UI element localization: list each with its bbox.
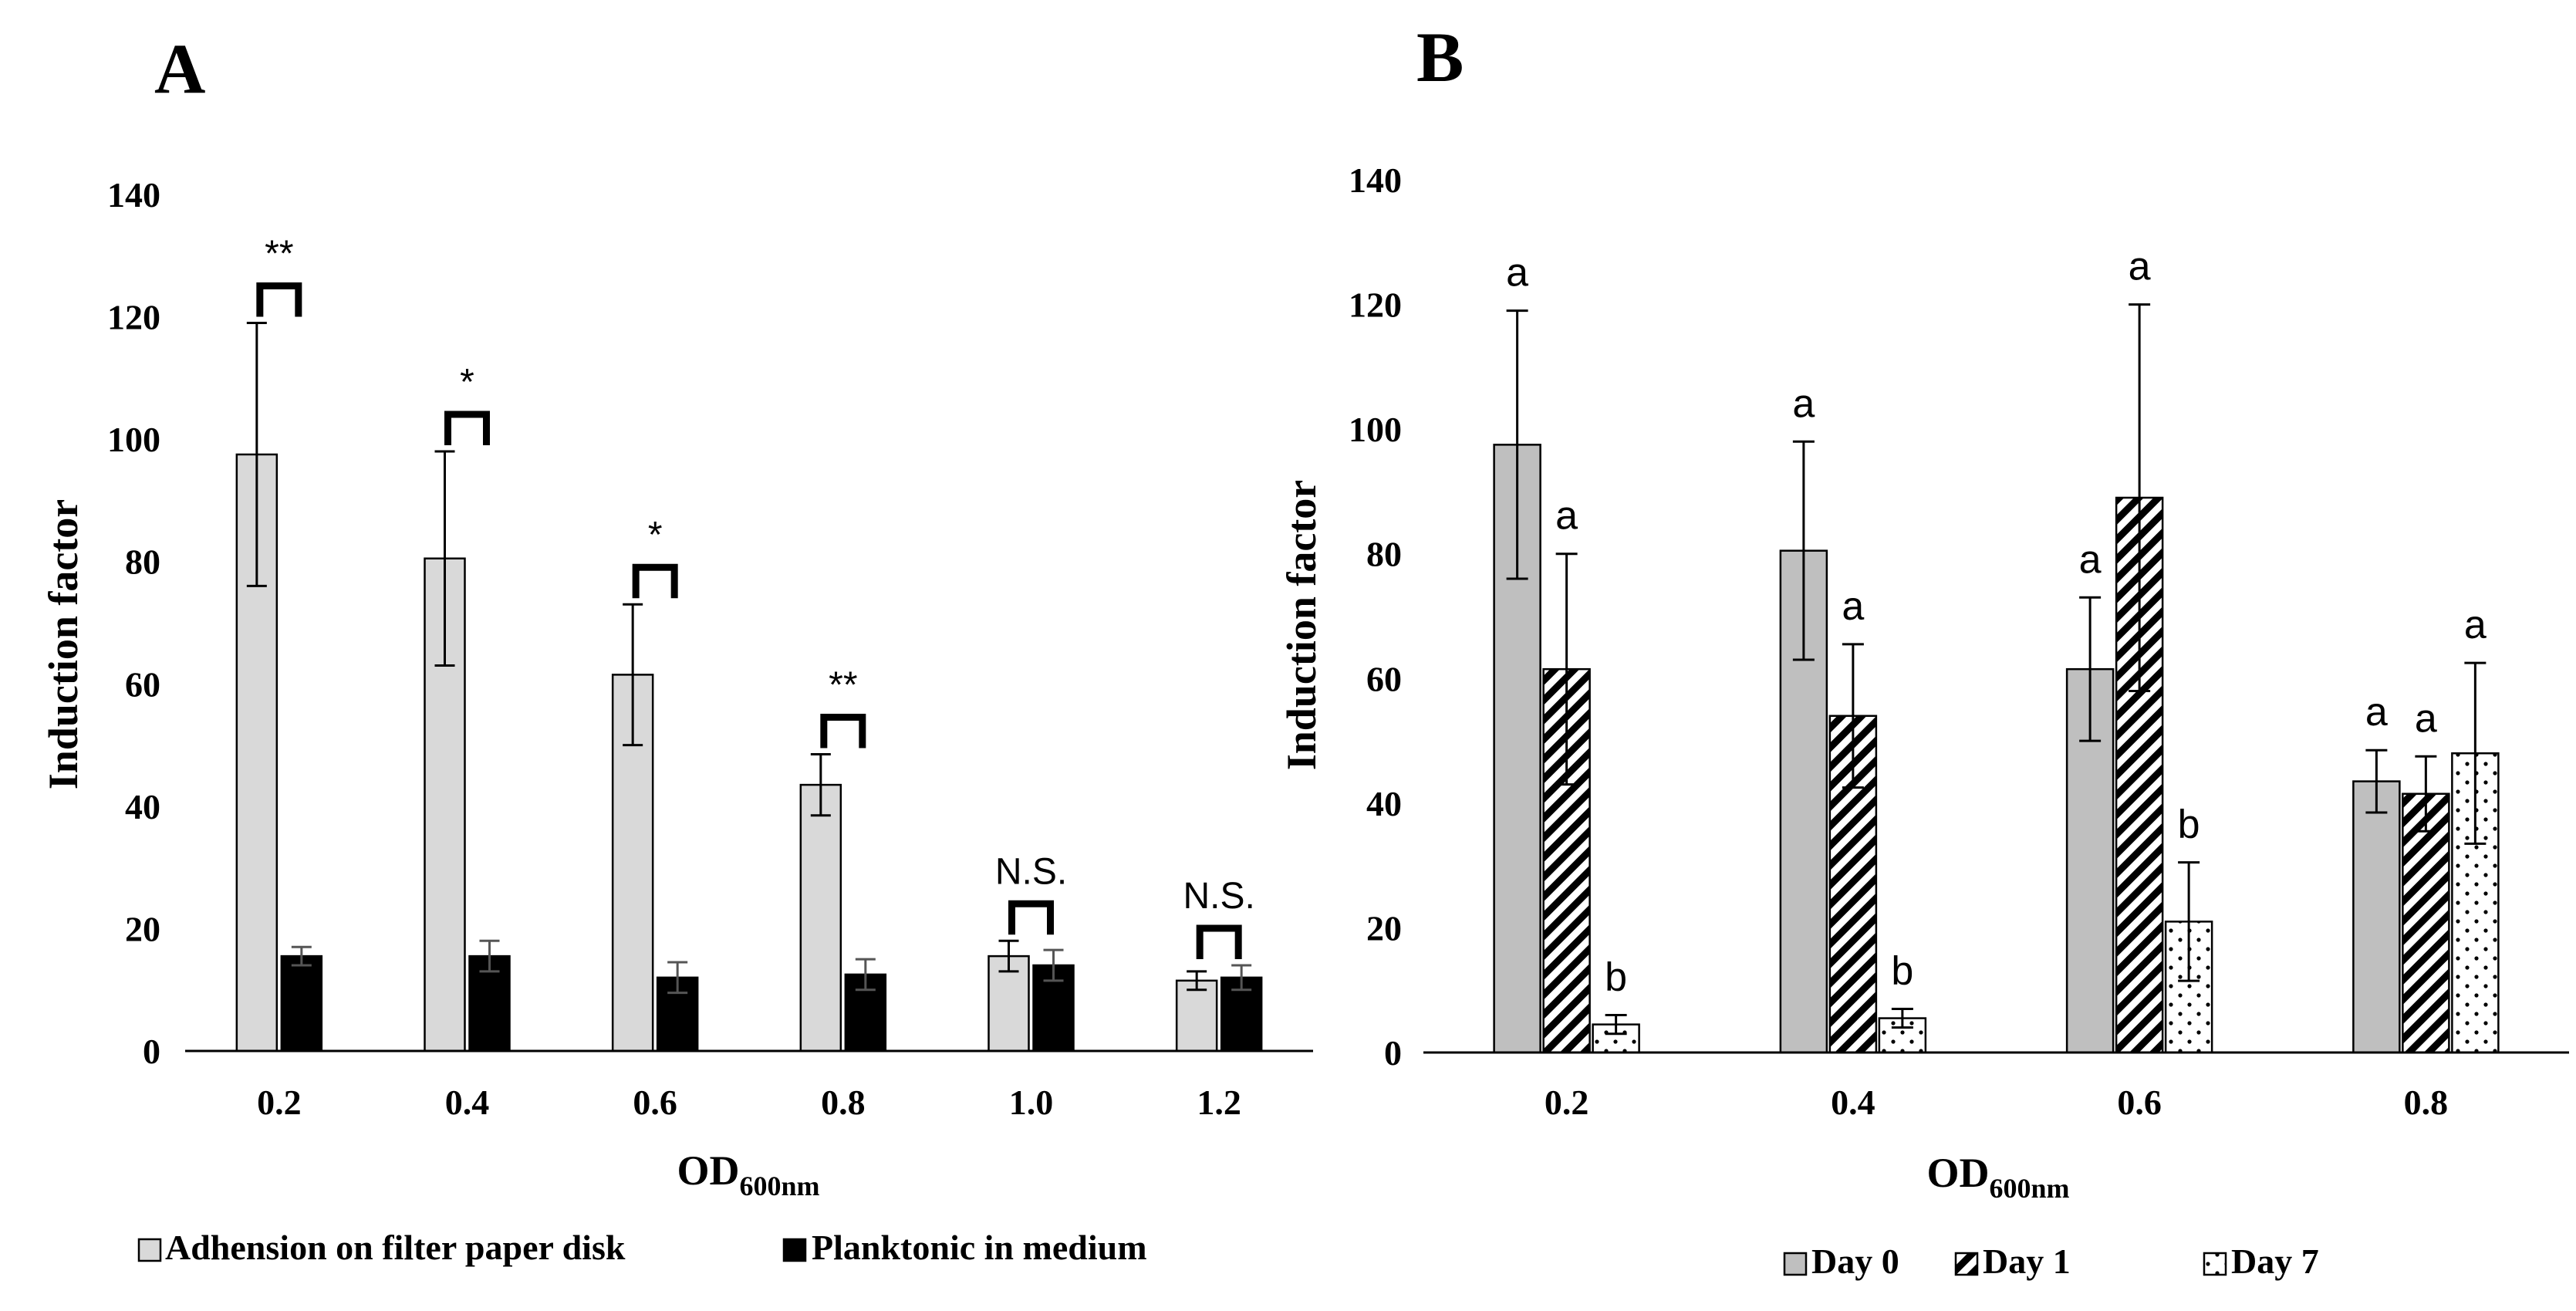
legend-label-day7: Day 7 [2231, 1242, 2319, 1281]
panel-b-ytick: 40 [1366, 784, 1402, 823]
panel-b-ylabel: Induction factor [1278, 480, 1325, 771]
significance-bracket [444, 411, 490, 445]
group-letter-label: b [2178, 802, 2200, 847]
legend-swatch-day7 [2203, 1252, 2227, 1276]
legend-swatch-day0 [1783, 1252, 1808, 1276]
bar-adhesion [799, 783, 842, 1053]
group-letter-label: b [1605, 955, 1627, 1000]
group-letter-label: a [2464, 603, 2487, 647]
group-letter-label: a [1506, 251, 1528, 296]
panel-b-ytick: 80 [1366, 535, 1402, 574]
group-letter-label: b [1891, 948, 1913, 993]
group-letter-label: a [2415, 696, 2437, 741]
panel-a-xlabel-sub: 600nm [739, 1171, 819, 1201]
significance-label: ** [829, 664, 857, 705]
panel-a-xtick: 0.4 [445, 1083, 490, 1122]
significance-bracket [1008, 900, 1054, 935]
significance-bracket [256, 282, 302, 317]
significance-label: ** [265, 234, 293, 275]
panel-a-ytick: 80 [125, 542, 160, 582]
panel-b-xtick: 0.6 [2117, 1083, 2162, 1122]
legend-swatch-planktonic [782, 1238, 807, 1262]
panel-b-xlabel: OD600nm [1926, 1150, 2069, 1204]
panel-a-xlabel-main: OD [677, 1147, 739, 1194]
legend-label-day0: Day 0 [1811, 1242, 1899, 1281]
panel-b-ytick: 20 [1366, 908, 1402, 948]
bar-adhesion [1175, 979, 1218, 1053]
panel-a-ytick: 20 [125, 909, 160, 948]
significance-label: N.S. [995, 851, 1067, 892]
panel-b-xtick: 0.2 [1545, 1083, 1589, 1122]
significance-label: * [648, 515, 663, 556]
panel-a-xtick: 0.8 [821, 1083, 866, 1122]
panel-a-xtick: 1.2 [1197, 1083, 1241, 1122]
panel-a-ytick: 120 [107, 298, 160, 337]
bar-day-1 [2402, 792, 2450, 1054]
legend-label-planktonic: Planktonic in medium [812, 1228, 1147, 1267]
group-letter-label: a [1792, 381, 1815, 426]
panel-a-ytick: 100 [107, 420, 160, 459]
panel-a-ytick: 0 [143, 1032, 160, 1071]
panel-a-ylabel: Induction factor [40, 499, 86, 790]
panel-a-xlabel: OD600nm [677, 1147, 819, 1201]
group-letter-label: a [1555, 494, 1578, 539]
panel-a-xtick: 1.0 [1009, 1083, 1054, 1122]
panel-b-xtick: 0.8 [2404, 1083, 2449, 1122]
panel-b-ytick: 100 [1349, 410, 1402, 449]
panel-b-xlabel-sub: 600nm [1989, 1173, 2069, 1204]
legend-swatch-day1 [1954, 1252, 1979, 1276]
panel-b-xlabel-main: OD [1926, 1150, 1989, 1196]
significance-label: * [460, 362, 474, 403]
group-letter-label: a [2365, 690, 2388, 735]
panel-a-label: A [154, 29, 205, 108]
panel-b-label: B [1416, 18, 1464, 96]
panel-b-ytick: 120 [1349, 286, 1402, 325]
significance-bracket [1196, 924, 1242, 959]
bar-day-0 [2352, 780, 2401, 1054]
panel-a-ytick: 60 [125, 664, 160, 704]
significance-bracket [632, 563, 678, 599]
group-letter-label: a [1842, 584, 1864, 629]
legend-swatch-adhesion [137, 1238, 162, 1262]
panel-a-xtick: 0.6 [633, 1083, 677, 1122]
legend-label-day1: Day 1 [1983, 1242, 2071, 1281]
panel-b-ytick: 140 [1349, 160, 1402, 200]
group-letter-label: a [2129, 245, 2151, 289]
panel-b-ytick: 0 [1384, 1033, 1402, 1073]
legend-label-adhesion: Adhension on filter paper disk [165, 1228, 626, 1267]
significance-bracket [820, 713, 866, 748]
panel-a-xtick: 0.2 [257, 1083, 302, 1122]
panel-a-plot: 0 20 40 60 80 100 120 140 ** 0.2 * 0.4 * 0.6 ** 0.8 N.S.… [107, 175, 1313, 1122]
panel-a-ytick: 140 [107, 175, 160, 215]
panel-a-ytick: 40 [125, 787, 160, 826]
panel-b-ytick: 60 [1366, 659, 1402, 698]
significance-label: N.S. [1183, 876, 1254, 917]
bar-planktonic [280, 955, 323, 1053]
panel-b-xtick: 0.4 [1831, 1083, 1875, 1122]
panel-b-legend: Day 0 Day 1 Day 7 [1783, 1242, 2319, 1281]
group-letter-label: a [2079, 537, 2102, 582]
panel-a-legend: Adhension on filter paper disk Planktoni… [137, 1228, 1147, 1267]
